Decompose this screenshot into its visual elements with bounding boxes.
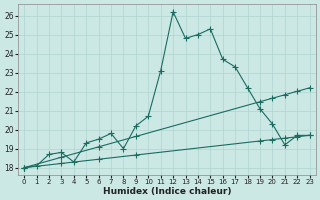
X-axis label: Humidex (Indice chaleur): Humidex (Indice chaleur) — [103, 187, 231, 196]
